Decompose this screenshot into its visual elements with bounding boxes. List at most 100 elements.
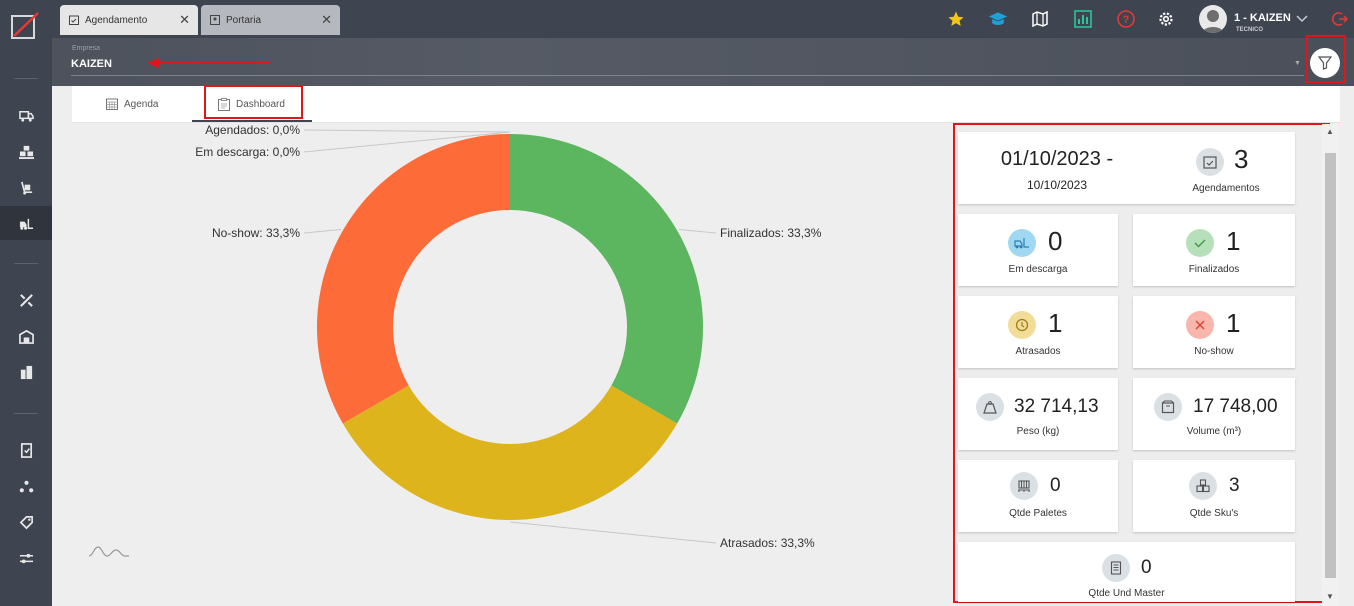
sidebar-item-tag[interactable] [0,505,52,539]
company-select[interactable]: KAIZEN [71,58,112,70]
tab-label: Agendamento [85,14,148,26]
data-label: Finalizados: 33,3% [720,226,822,240]
finalizados-card: 1 Finalizados [1133,214,1295,286]
peso-label: Peso (kg) [1016,426,1060,437]
tools-icon [19,293,33,307]
sidebar-item-settings-sliders[interactable] [0,541,52,575]
sidebar-item-tools[interactable] [0,283,52,317]
calendar-check-icon [69,15,79,25]
agendamentos-value: 3 [1234,144,1249,174]
pallet-stack-icon [18,145,34,159]
master-box-icon [1102,554,1130,582]
calendar-check-icon [1196,148,1224,176]
filter-button[interactable] [1310,48,1340,78]
sidebar-divider [14,413,38,414]
no-show-label: No-show [1194,346,1234,357]
company-select-underline [71,75,1304,76]
tab-dashboard[interactable]: Dashboard [218,86,285,122]
label-leader-line [303,229,342,234]
date-from: 01/10/2023 - [1000,148,1114,170]
label-leader-line [509,521,717,544]
scroll-down-icon[interactable]: ▼ [1326,592,1334,601]
tab-agendamento[interactable]: Agendamento ✕ [60,5,198,35]
tab-agenda-label: Agenda [124,98,159,110]
help-icon[interactable]: ? [1116,9,1136,29]
dashboard-content: Agenda Dashboard Agendados: 0,0% Em desca… [72,85,1340,606]
volume-value: 17 748,00 [1193,396,1278,417]
dolly-icon [20,181,32,195]
user-name[interactable]: 1 - KAIZEN [1234,12,1291,24]
svg-text:?: ? [1123,14,1130,26]
company-selector-bar: Empresa KAIZEN ▼ [52,35,1354,86]
sidebar-divider [14,263,38,264]
em-descarga-value: 0 [1048,226,1063,256]
forklift-icon [19,218,33,230]
skus-card: 3 Qtde Sku's [1133,460,1295,532]
active-tab-indicator [192,120,312,122]
volume-card: 17 748,00 Volume (m³) [1133,378,1295,450]
date-range-card: 01/10/2023 - 10/10/2023 3 Agendamentos [958,132,1295,204]
scroll-up-icon[interactable]: ▲ [1326,127,1334,136]
atrasados-label: Atrasados [1015,346,1061,357]
close-icon[interactable]: ✕ [179,12,190,27]
sliders-icon [19,553,33,563]
filter-icon [1318,56,1332,70]
scrollbar-thumb[interactable] [1325,153,1336,578]
gear-icon[interactable] [1156,9,1176,29]
pie-slice-atrasados[interactable] [342,385,678,521]
clipboard-icon [218,97,230,111]
subtab-bar: Agenda Dashboard [72,85,1340,123]
skus-value: 3 [1229,475,1240,496]
atrasados-value: 1 [1048,308,1063,338]
sidebar [0,0,52,606]
agendamentos-label: Agendamentos [1192,183,1260,194]
sidebar-item-dolly[interactable] [0,170,52,204]
und-master-label: Qtde Und Master [1088,588,1165,599]
sidebar-item-document[interactable] [0,433,52,467]
chart-watermark-icon [88,546,129,557]
no-show-card: 1 No-show [1133,296,1295,368]
document-icon [20,442,32,458]
logout-icon[interactable] [1330,9,1350,29]
kpi-panel: 01/10/2023 - 10/10/2023 3 Agendamentos 0… [953,123,1330,603]
chevron-down-icon[interactable] [1292,9,1312,29]
sidebar-item-forklift[interactable] [0,206,52,240]
und-master-value: 0 [1141,557,1152,578]
pie-slice-no-show[interactable] [316,134,510,424]
app-logo[interactable] [10,10,42,42]
pie-slice-finalizados[interactable] [510,134,703,424]
map-icon[interactable] [1030,9,1050,29]
annotation-highlight-box [1306,35,1346,83]
id-card-icon [210,15,220,25]
tab-portaria[interactable]: Portaria ✕ [201,5,340,35]
sidebar-item-buildings[interactable] [0,355,52,389]
avatar[interactable] [1199,5,1227,33]
weight-icon [976,393,1004,421]
peso-value: 32 714,13 [1014,396,1099,417]
sidebar-item-truck[interactable] [0,98,52,132]
forklift-icon [1008,229,1036,257]
label-leader-line [678,229,717,234]
company-label: Empresa [72,45,101,52]
sidebar-item-pallets[interactable] [0,134,52,168]
atrasados-card: 1 Atrasados [958,296,1118,368]
close-icon[interactable]: ✕ [321,12,332,27]
sidebar-item-warehouse[interactable] [0,319,52,353]
caret-down-icon[interactable]: ▼ [1294,60,1301,67]
donut-chart: Agendados: 0,0% Em descarga: 0,0% Finaliza… [195,123,822,550]
tag-icon [19,515,33,529]
bar-chart-icon[interactable] [1073,9,1093,29]
sidebar-item-network[interactable] [0,469,52,503]
annotation-highlight-box [204,85,303,119]
calendar-icon [106,98,118,110]
user-role: TECNICO [1236,27,1263,33]
paletes-value: 0 [1050,475,1061,496]
top-bar: Agendamento ✕ Portaria ✕ ? 1 - KAIZEN [52,0,1354,38]
truck-icon [18,110,34,122]
favorites-star-icon[interactable] [946,9,966,29]
sidebar-divider [14,78,38,79]
tab-agenda[interactable]: Agenda [106,86,158,122]
graduation-cap-icon[interactable] [988,9,1008,29]
label-leader-line [303,129,511,133]
